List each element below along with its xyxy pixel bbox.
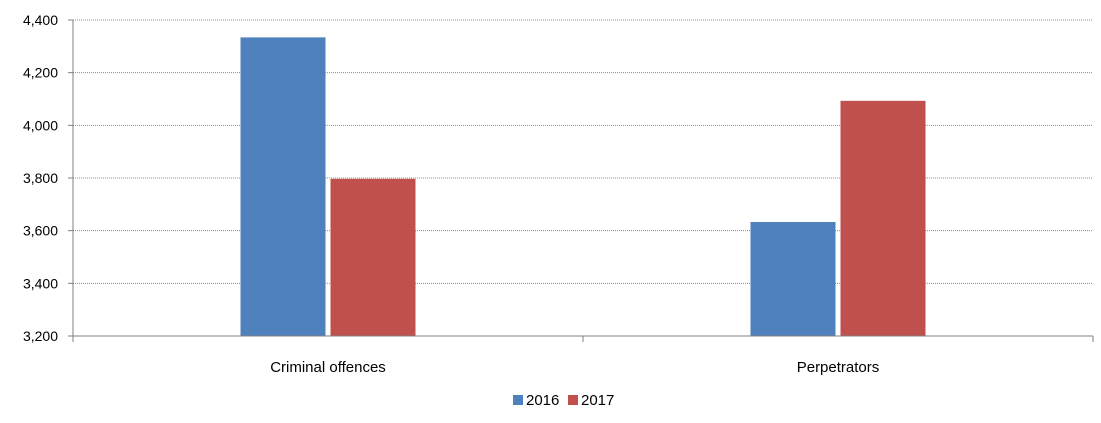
x-axis-labels: Criminal offences Perpetrators (270, 359, 879, 376)
y-tick-label: 4,000 (23, 117, 58, 133)
bar-2016-criminal-offences (240, 37, 326, 336)
x-category-label: Criminal offences (270, 359, 386, 376)
y-axis-ticks: 3,200 3,400 3,600 3,800 4,000 4,200 4,400 (23, 12, 73, 344)
y-tick-label: 4,400 (23, 12, 58, 28)
y-tick-label: 4,200 (23, 65, 58, 81)
bar-2017-perpetrators (840, 100, 926, 337)
y-tick-label: 3,200 (23, 328, 58, 344)
y-tick-label: 3,600 (23, 223, 58, 239)
y-tick-label: 3,800 (23, 170, 58, 186)
x-category-label: Perpetrators (797, 359, 880, 376)
x-axis-ticks (72, 336, 1094, 342)
gridlines (73, 19, 1093, 284)
legend-label-2017: 2017 (581, 392, 614, 409)
y-tick-label: 3,400 (23, 275, 58, 291)
legend: 2016 2017 (513, 392, 614, 409)
legend-swatch-2017 (568, 395, 578, 405)
legend-label-2016: 2016 (526, 392, 559, 409)
bar-2017-criminal-offences (330, 178, 416, 336)
legend-swatch-2016 (513, 395, 523, 405)
bar-2016-perpetrators (750, 221, 836, 336)
bars (240, 37, 926, 337)
